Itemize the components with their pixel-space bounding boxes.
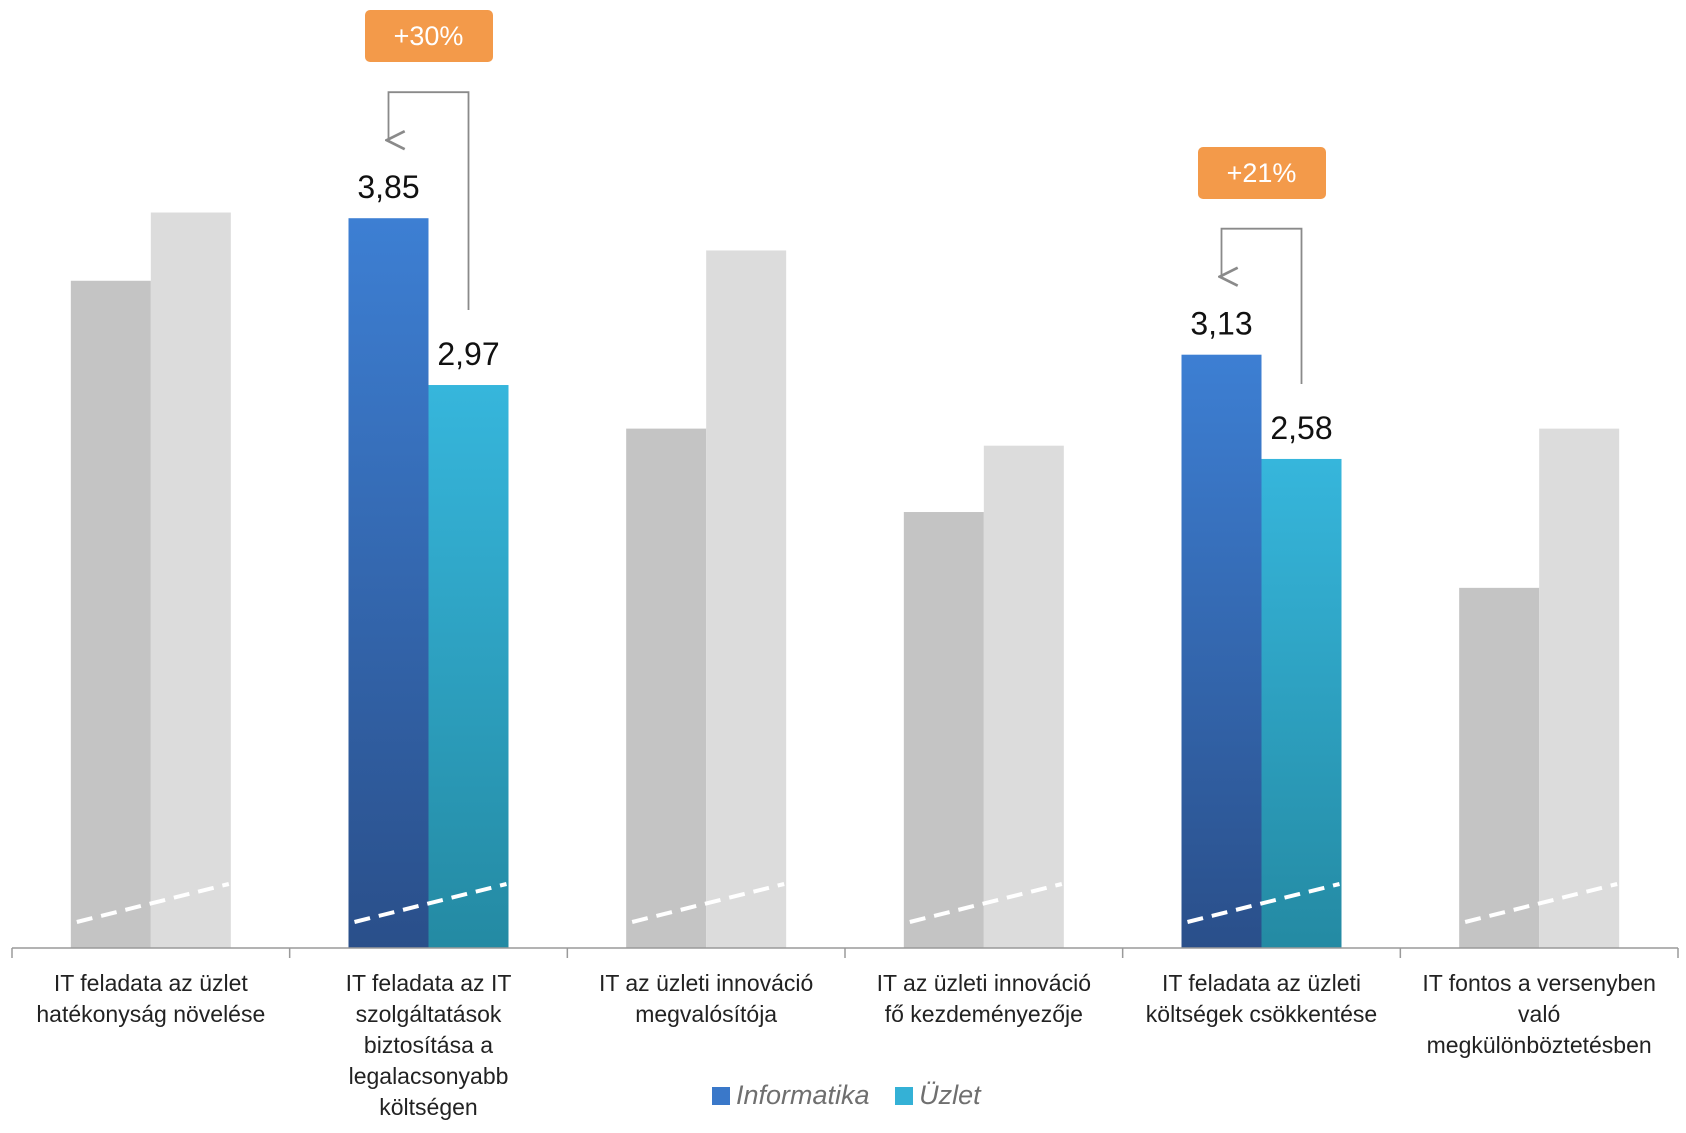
legend-label-informatika: Informatika (736, 1080, 870, 1110)
bar-uzlet-2 (706, 250, 787, 949)
category-label-line: megvalósítója (635, 1001, 778, 1027)
category-label: IT feladata az üzlet hatékonyság növelése (16, 968, 286, 1030)
bar-uzlet-4 (1261, 458, 1342, 948)
callout-badge: +21% (1197, 146, 1326, 199)
value-label: 2,97 (437, 336, 499, 372)
trend-dash-line (1464, 882, 1618, 924)
category-label: IT feladata az IT szolgáltatások biztosítá… (294, 968, 564, 1123)
category-label-line: biztosítása a (363, 1032, 494, 1058)
legend-swatch-informatika (712, 1087, 730, 1105)
category-label: IT az üzleti innováció fő kezdeményezője (849, 968, 1119, 1030)
category-label-line: fő kezdeményezője (884, 1001, 1083, 1027)
value-label: 3,13 (1190, 306, 1252, 342)
legend-item-informatika[interactable]: Informatika (712, 1080, 870, 1111)
category-label: IT fontos a versenyben való megkülönböztet… (1404, 968, 1674, 1061)
trend-dash-line (909, 882, 1063, 924)
category-label-line: költségen (379, 1094, 478, 1120)
value-label: 3,85 (357, 169, 419, 205)
legend-swatch-uzlet (895, 1087, 914, 1105)
legend-label-uzlet: Üzlet (919, 1080, 981, 1110)
category-label: IT feladata az üzleti költségek csökkenté… (1127, 968, 1397, 1030)
bar-uzlet-0 (150, 212, 231, 949)
bar-informatika-4 (1181, 354, 1262, 948)
bar-uzlet-1 (428, 385, 509, 948)
category-label-line: IT feladata az üzlet (53, 970, 248, 996)
category-label-line: IT az üzleti innováció (598, 970, 814, 996)
bar-uzlet-5 (1539, 428, 1620, 948)
bar-informatika-2 (626, 428, 707, 948)
legend-item-uzlet[interactable]: Üzlet (895, 1080, 981, 1111)
trend-dash-line (1187, 882, 1340, 924)
callout-badge: +30% (364, 10, 493, 63)
category-label-line: IT feladata az IT (345, 970, 512, 996)
category-label-line: való (1518, 1001, 1561, 1027)
bar-informatika-5 (1459, 587, 1540, 948)
bar-informatika-0 (70, 280, 151, 949)
trend-dash-line (354, 882, 507, 924)
category-label: IT az üzleti innováció megvalósítója (571, 968, 841, 1030)
value-label: 2,58 (1270, 410, 1332, 446)
trend-dash-line (631, 882, 785, 924)
category-label-line: IT feladata az üzleti (1161, 970, 1362, 996)
category-label-line: hatékonyság növelése (36, 1001, 266, 1027)
category-label-line: IT fontos a versenyben (1422, 970, 1656, 996)
category-label-line: szolgáltatások (355, 1001, 502, 1027)
bar-informatika-1 (348, 218, 429, 948)
bar-uzlet-3 (983, 445, 1064, 948)
category-label-line: IT az üzleti innováció (876, 970, 1091, 996)
bar-informatika-3 (903, 512, 984, 948)
category-label-line: megkülönböztetésben (1426, 1032, 1652, 1058)
callout-arrow (389, 91, 470, 311)
category-label-line: legalacsonyabb (348, 1063, 509, 1089)
legend: Informatika Üzlet (712, 1080, 999, 1111)
trend-dash-line (76, 882, 230, 924)
category-label-line: költségek csökkentése (1145, 1001, 1378, 1027)
callout-arrow (1222, 227, 1303, 384)
